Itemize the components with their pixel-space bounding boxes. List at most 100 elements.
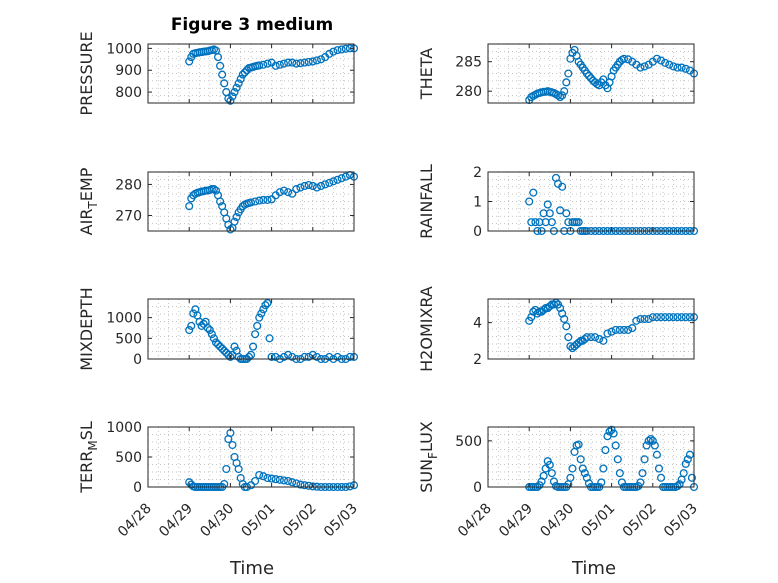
- data-point: [527, 313, 536, 322]
- data-point: [628, 324, 637, 333]
- data-point: [259, 60, 268, 69]
- data-point: [675, 480, 684, 489]
- data-point: [617, 478, 626, 487]
- data-point: [345, 482, 354, 491]
- y-axis-label-main: SUN: [417, 459, 436, 493]
- data-point: [685, 313, 694, 322]
- data-point: [576, 455, 585, 464]
- data-point: [296, 480, 305, 489]
- data-point: [187, 321, 196, 330]
- data-point: [312, 56, 321, 65]
- data-point: [216, 197, 225, 206]
- axes-frame: [487, 426, 695, 488]
- data-point: [228, 92, 237, 101]
- data-point: [677, 63, 686, 72]
- data-point: [687, 473, 696, 482]
- data-point: [333, 352, 342, 361]
- data-point: [564, 69, 573, 78]
- data-point: [624, 55, 633, 64]
- figure-title: Figure 3 medium: [171, 15, 333, 35]
- data-point: [673, 63, 682, 72]
- data-point: [304, 180, 313, 190]
- data-point: [578, 464, 587, 473]
- y-axis-label-tail: SL: [77, 421, 96, 440]
- data-point: [199, 319, 208, 328]
- data-point: [236, 74, 245, 84]
- data-point: [329, 177, 338, 186]
- data-point: [325, 352, 334, 361]
- data-point: [599, 464, 608, 473]
- x-tick-label: 05/01: [579, 501, 619, 541]
- data-point: [558, 182, 567, 191]
- data-point: [636, 478, 645, 487]
- x-tick-label: 05/03: [661, 501, 701, 541]
- data-point: [665, 60, 674, 69]
- y-tick-label: 800: [115, 85, 142, 101]
- data-point: [636, 63, 645, 72]
- panel-terr-msl: 0 500 1000 04/28 04/29 04/30 05/01 05/02 05/03 TE…: [77, 420, 361, 540]
- y-tick-label: 285: [455, 55, 482, 71]
- data-point: [189, 309, 198, 318]
- data-point: [560, 87, 569, 96]
- data-point: [263, 473, 272, 483]
- data-point: [527, 218, 536, 227]
- x-tick-label: 05/02: [280, 501, 320, 541]
- data-point: [549, 477, 558, 486]
- plot-area: [148, 172, 354, 231]
- data-point: [251, 330, 260, 339]
- data-point: [644, 436, 653, 445]
- data-point: [603, 329, 612, 338]
- y-axis-label-main: PRESSURE: [77, 31, 96, 115]
- data-point: [652, 54, 661, 63]
- data-point: [288, 189, 297, 198]
- y-axis-label: SUNFLUX: [417, 421, 440, 493]
- data-point: [224, 94, 233, 103]
- data-point: [529, 188, 538, 197]
- data-point: [648, 436, 657, 445]
- data-point: [259, 305, 268, 314]
- data-point: [681, 64, 690, 73]
- axes-frame: [147, 298, 355, 360]
- data-point: [316, 181, 326, 191]
- data-point: [605, 427, 614, 436]
- data-point: [271, 352, 280, 361]
- data-point: [300, 58, 309, 67]
- data-point: [242, 66, 251, 75]
- axes-frame: [487, 298, 695, 360]
- data-point: [545, 302, 554, 311]
- data-point: [249, 342, 258, 351]
- x-tick-label: 04/28: [455, 501, 495, 541]
- y-tick-label: 900: [115, 63, 142, 79]
- data-point: [615, 469, 624, 478]
- y-tick-label: 4: [473, 316, 482, 332]
- data-point: [582, 69, 591, 78]
- data-point: [683, 455, 692, 464]
- data-point: [591, 333, 600, 342]
- y-tick-label: 280: [455, 84, 482, 100]
- data-point: [669, 313, 678, 322]
- data-point: [316, 55, 326, 64]
- data-point: [296, 183, 305, 192]
- data-point: [345, 352, 354, 361]
- data-point: [216, 61, 225, 70]
- data-point: [611, 325, 620, 334]
- data-point: [648, 313, 657, 322]
- data-point: [673, 313, 682, 322]
- data-point: [556, 206, 565, 215]
- data-point: [574, 218, 583, 227]
- x-tick-label: 04/29: [496, 501, 536, 541]
- data-point: [642, 441, 651, 450]
- panel-h2omixra: 2 4 H2OMIXRA: [417, 286, 699, 372]
- y-tick-label: 500: [115, 331, 142, 347]
- y-tick-label: 2: [473, 165, 482, 181]
- data-point: [218, 344, 227, 353]
- y-tick-label: 1000: [106, 420, 142, 436]
- data-point: [216, 342, 225, 351]
- data-point: [560, 314, 569, 324]
- data-point: [601, 446, 610, 455]
- data-point: [681, 459, 690, 468]
- plot-area: [488, 172, 694, 231]
- data-point: [640, 62, 649, 71]
- y-axis-label-subscript: F: [426, 452, 440, 459]
- data-point: [211, 338, 221, 347]
